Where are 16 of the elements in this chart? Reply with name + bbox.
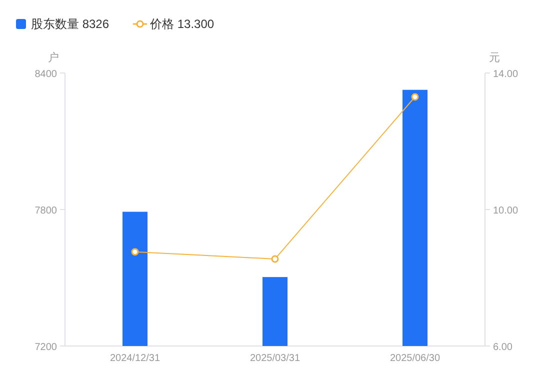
y-axis-title: 户 xyxy=(48,51,59,64)
point xyxy=(411,93,419,101)
y-tick-label: 7200 xyxy=(34,342,58,353)
y2-tick-label: 14.00 xyxy=(493,69,518,80)
point xyxy=(271,255,279,263)
point xyxy=(131,248,139,256)
y2-tick-label: 10.00 xyxy=(493,206,518,216)
legend-label: 价格 13.300 xyxy=(149,17,214,31)
y-tick-label: 7800 xyxy=(34,206,58,216)
y-tick-label: 8400 xyxy=(34,69,58,80)
legend-label: 股东数量 8326 xyxy=(31,17,110,31)
y2-tick-label: 6.00 xyxy=(493,342,513,353)
x-tick-label: 2024/12/31 xyxy=(110,353,160,364)
x-tick-label: 2025/03/31 xyxy=(250,353,300,364)
x-tick-label: 2025/06/30 xyxy=(390,353,440,364)
y2-axis-title: 元 xyxy=(489,52,500,64)
